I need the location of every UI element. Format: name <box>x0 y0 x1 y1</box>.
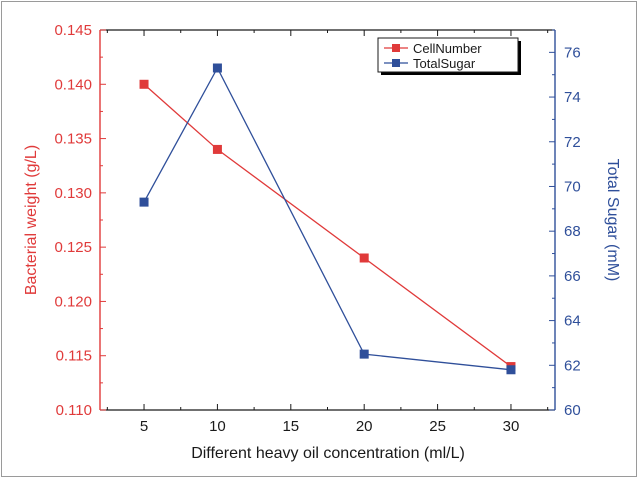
left-y-tick-label: 0.125 <box>54 239 92 256</box>
legend-marker <box>392 59 400 67</box>
x-axis-label: Different heavy oil concentration (ml/L) <box>191 445 465 462</box>
left-y-tick-label: 0.120 <box>54 293 92 310</box>
right-y-axis-label: Total Sugar (mM) <box>604 159 621 282</box>
right-y-tick-label: 68 <box>564 223 581 240</box>
left-y-tick-label: 0.130 <box>54 185 92 202</box>
x-tick-label: 15 <box>282 418 299 435</box>
x-tick-label: 5 <box>140 418 148 435</box>
axes: 5 10 15 20 25 30 0.110 0.115 0.120 0.125 0.130 0.13… <box>54 22 580 435</box>
right-y-tick-label: 74 <box>564 89 581 106</box>
x-tick-label: 30 <box>503 418 520 435</box>
data-point-cellnumber <box>359 253 369 263</box>
legend-marker <box>392 44 400 52</box>
data-point-totalsugar <box>506 365 516 375</box>
data-point-cellnumber <box>212 144 222 154</box>
right-y-tick-label: 72 <box>564 134 581 151</box>
left-y-tick-label: 0.110 <box>56 402 92 419</box>
data-point-totalsugar <box>212 63 222 73</box>
right-y-tick-label: 64 <box>564 313 581 330</box>
left-y-tick-label: 0.140 <box>54 76 92 93</box>
left-y-tick-label: 0.115 <box>56 348 92 365</box>
left-y-axis-label: Bacterial weight (g/L) <box>23 145 40 295</box>
series-line-totalsugar <box>143 66 512 371</box>
series-layer <box>139 63 516 375</box>
right-y-tick-label: 66 <box>564 268 581 285</box>
data-point-totalsugar <box>359 349 369 359</box>
right-y-tick-label: 62 <box>564 357 581 374</box>
right-y-tick-label: 70 <box>564 178 581 195</box>
data-point-cellnumber <box>139 79 149 89</box>
left-y-tick-label: 0.135 <box>54 131 92 148</box>
series-line-cellnumber <box>143 83 512 368</box>
x-tick-label: 20 <box>356 418 373 435</box>
legend-box <box>377 37 519 73</box>
x-tick-label: 10 <box>209 418 226 435</box>
right-y-tick-label: 76 <box>564 44 581 61</box>
legend-label: TotalSugar <box>413 56 476 71</box>
data-point-totalsugar <box>139 197 149 207</box>
left-y-tick-label: 0.145 <box>54 22 92 39</box>
right-y-tick-label: 60 <box>564 402 581 419</box>
x-tick-label: 25 <box>429 418 446 435</box>
legend-label: CellNumber <box>413 41 482 56</box>
